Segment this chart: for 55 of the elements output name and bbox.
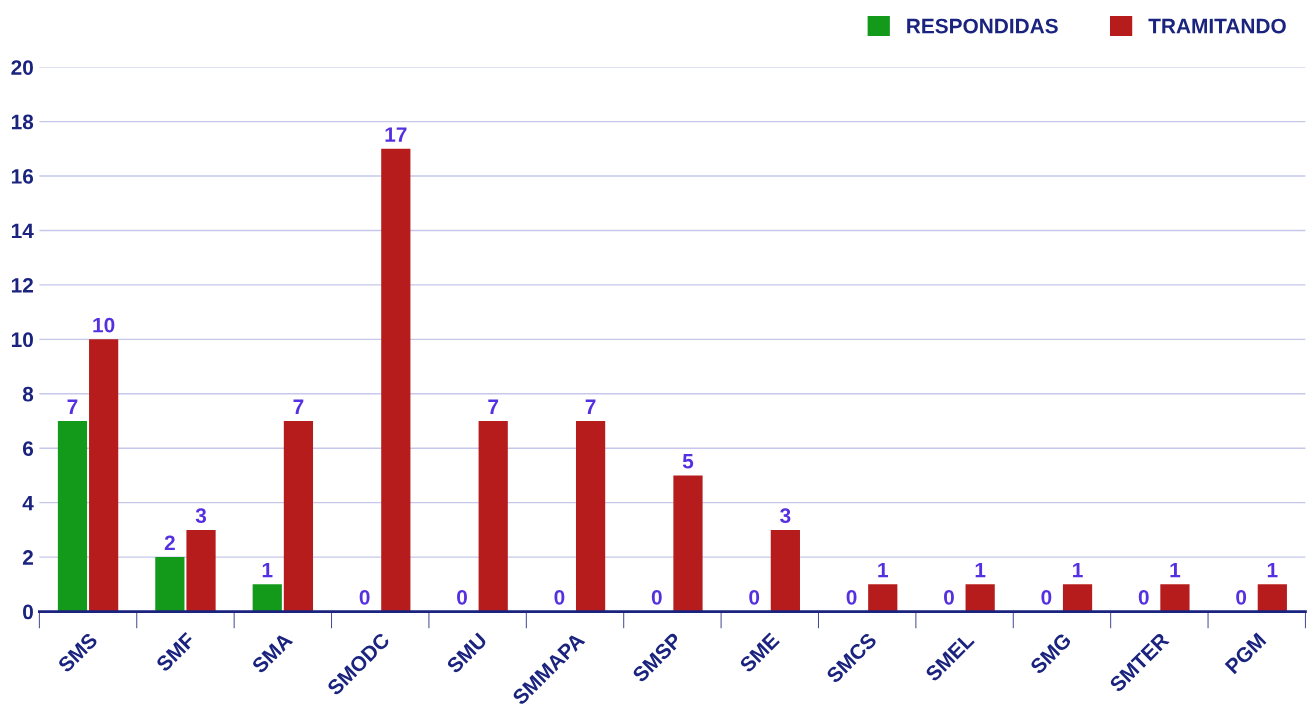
- y-tick-label: 14: [11, 223, 34, 239]
- data-label: 1: [262, 562, 273, 578]
- data-label: 2: [164, 535, 175, 551]
- data-label: 0: [1138, 589, 1149, 605]
- bar: [868, 584, 898, 612]
- bar: [478, 421, 508, 612]
- bar: [252, 584, 282, 612]
- bar: [155, 557, 185, 612]
- y-tick-label: 16: [11, 169, 34, 184]
- y-tick-label: 18: [11, 114, 34, 130]
- data-label: 0: [846, 589, 857, 605]
- legend-label: RESPONDIDAS: [907, 18, 1058, 34]
- data-label: 5: [682, 454, 694, 469]
- bar: [186, 529, 216, 612]
- data-label: 1: [975, 562, 986, 578]
- y-tick-label: 8: [22, 386, 34, 402]
- data-label: 1: [1170, 562, 1181, 578]
- data-label: 0: [944, 589, 954, 605]
- y-tick-label: 4: [22, 495, 34, 511]
- bar: [283, 421, 314, 612]
- data-label: 1: [878, 562, 888, 578]
- bar: [770, 529, 800, 612]
- bar: [381, 148, 411, 612]
- data-label: 7: [293, 399, 304, 414]
- bar: [57, 421, 88, 612]
- bar: [1160, 584, 1190, 612]
- data-label: 0: [651, 589, 662, 605]
- bar: [1257, 584, 1287, 612]
- data-label: 3: [780, 508, 791, 524]
- y-tick-label: 6: [22, 441, 34, 456]
- bar: [89, 339, 119, 612]
- data-label: 3: [195, 508, 207, 524]
- data-label: 7: [585, 399, 596, 414]
- data-label: 0: [1041, 589, 1052, 605]
- legend-label: TRAMITANDO: [1148, 18, 1286, 34]
- data-label: 1: [1267, 562, 1278, 578]
- data-label: 0: [749, 589, 760, 605]
- bar: [1062, 584, 1093, 612]
- data-label: 0: [1236, 589, 1247, 605]
- data-label: 7: [488, 399, 499, 414]
- data-label: 7: [67, 399, 78, 414]
- data-label: 1: [1073, 562, 1083, 578]
- bar: [673, 475, 703, 612]
- data-label: 10: [93, 317, 115, 333]
- y-tick-label: 2: [22, 550, 33, 565]
- bar: [575, 421, 606, 612]
- y-tick-label: 10: [11, 332, 33, 348]
- bar: [965, 584, 995, 612]
- data-label: 17: [385, 127, 407, 142]
- y-tick-label: 12: [11, 277, 33, 293]
- data-label: 0: [554, 589, 565, 605]
- data-label: 0: [457, 589, 467, 605]
- y-tick-label: 0: [23, 604, 33, 620]
- y-tick-label: 20: [11, 60, 33, 75]
- data-label: 0: [359, 589, 370, 605]
